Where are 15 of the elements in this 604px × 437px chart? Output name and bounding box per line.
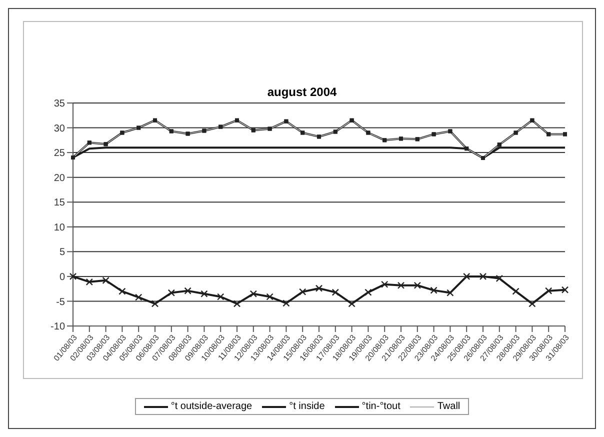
legend-label: °t inside: [289, 401, 325, 412]
y-tick-label: 15: [54, 198, 66, 209]
legend-label: Twall: [437, 401, 460, 412]
y-tick-label: -10: [50, 322, 66, 333]
y-tick-label: 25: [54, 148, 66, 160]
y-tick-label: 10: [54, 222, 66, 234]
y-tick-label: 0: [59, 272, 66, 283]
y-tick-label: 5: [59, 247, 66, 258]
legend-label: °tin-°tout: [362, 401, 400, 412]
y-tick-label: -5: [56, 296, 66, 308]
legend-label: °t outside-average: [170, 401, 252, 412]
y-tick-label: 35: [54, 98, 66, 110]
chart-title: august 2004: [266, 85, 338, 99]
y-tick-label: 20: [54, 172, 66, 184]
y-tick-label: 30: [54, 123, 66, 134]
